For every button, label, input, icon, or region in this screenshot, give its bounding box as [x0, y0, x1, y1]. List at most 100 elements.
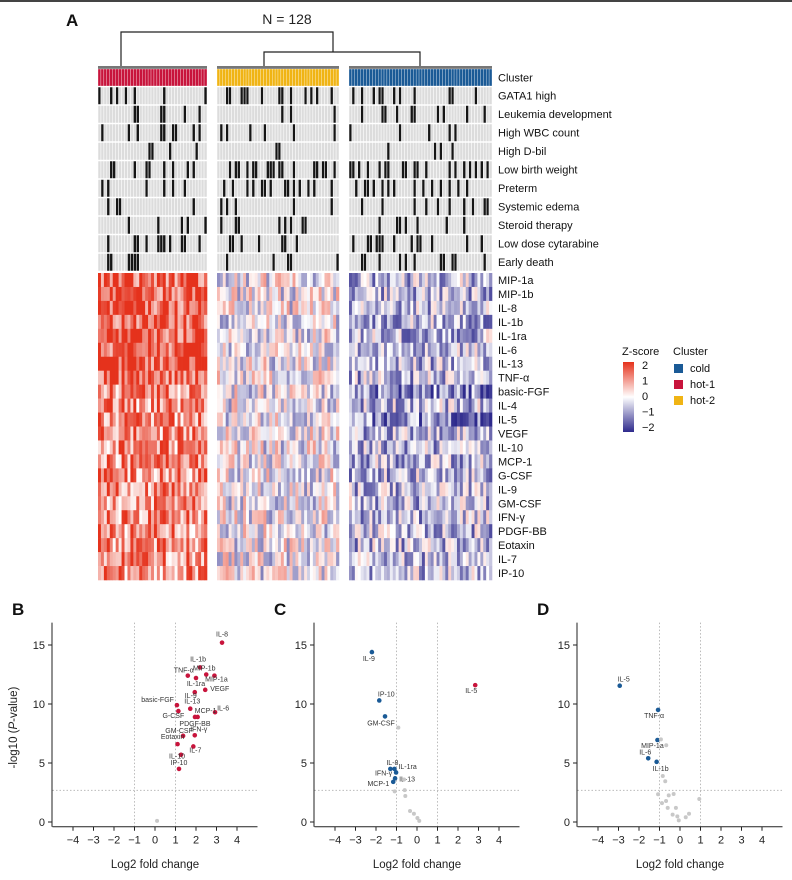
cytokine-cell	[201, 566, 205, 581]
annotation-cell	[298, 234, 302, 253]
cytokine-cell	[309, 552, 314, 567]
annotation-cell	[136, 179, 140, 198]
annotation-cell	[100, 253, 105, 272]
annotation-cell	[450, 253, 455, 272]
annotation-cell	[465, 142, 469, 161]
annotation-cell	[165, 216, 169, 235]
annotation-cell	[231, 105, 235, 124]
cluster-cell	[398, 68, 402, 87]
cluster-cell	[283, 68, 287, 87]
cytokine-cell	[145, 454, 149, 469]
cytokine-cell	[445, 454, 449, 469]
cytokine-cell	[162, 510, 167, 525]
annotation-cell	[156, 216, 161, 235]
cytokine-cell	[336, 356, 340, 371]
cytokine-cell	[474, 440, 478, 455]
cytokine-cell	[321, 566, 325, 581]
cytokine-cell	[398, 566, 402, 581]
annotation-cell	[430, 197, 434, 216]
annotation-cell	[442, 105, 446, 124]
cytokine-cell	[189, 300, 193, 316]
cytokine-cell	[445, 412, 449, 427]
cytokine-cell	[159, 496, 164, 511]
annotation-cell	[289, 123, 293, 142]
cytokine-cell	[462, 384, 467, 399]
point-IP-10	[376, 698, 382, 703]
cytokine-cell	[106, 314, 111, 330]
cytokine-cell	[237, 566, 241, 581]
cytokine-cell	[445, 552, 449, 567]
annotation-cell	[327, 123, 331, 142]
annotation-cell	[369, 253, 373, 272]
annotation-cell	[360, 234, 364, 253]
annotation-cell	[315, 123, 319, 142]
cytokine-cell	[283, 468, 288, 483]
y-tick-label: 15	[558, 640, 570, 652]
annotation-cell	[445, 123, 449, 142]
cytokine-cell	[401, 468, 405, 483]
cluster-cell	[418, 68, 423, 87]
annotation-cell	[430, 86, 434, 105]
cytokine-cell	[459, 538, 464, 553]
annotation-cell	[412, 179, 417, 198]
cytokine-cell	[375, 342, 379, 358]
cytokine-cell	[275, 482, 279, 497]
cytokine-cell	[257, 566, 261, 581]
cytokine-cell	[307, 314, 311, 330]
cytokine-cell	[459, 524, 464, 539]
cytokine-cell	[395, 454, 399, 469]
annotation-cell	[216, 160, 221, 179]
cytokine-cell	[106, 440, 111, 455]
cytokine-cell	[483, 426, 487, 441]
cytokine-cell	[459, 496, 464, 511]
cytokine-cell	[189, 356, 193, 371]
cytokine-cell	[410, 566, 414, 581]
cytokine-cell	[360, 300, 364, 316]
cytokine-cell	[118, 398, 122, 413]
cytokine-cell	[378, 454, 382, 469]
cytokine-cell	[98, 273, 102, 288]
annotation-cell	[327, 234, 331, 253]
cytokine-cell	[121, 440, 125, 455]
annotation-cell	[474, 123, 478, 142]
annotation-cell	[153, 105, 158, 124]
cytokine-cell	[307, 440, 311, 455]
cluster-cell	[240, 68, 244, 87]
cytokine-cell	[351, 552, 356, 567]
annotation-cell	[418, 142, 423, 161]
cytokine-cell	[336, 286, 340, 302]
cluster-cell	[295, 68, 299, 87]
cluster-cell	[228, 68, 232, 87]
cytokine-cell	[195, 273, 199, 288]
cytokine-cell	[419, 552, 423, 567]
annotation-cell	[303, 142, 308, 161]
annotation-cell	[410, 234, 414, 253]
cytokine-cell	[454, 384, 458, 399]
cytokine-cell	[354, 496, 359, 511]
cytokine-cell	[219, 566, 224, 581]
annotation-cell	[450, 123, 455, 142]
cytokine-cell	[439, 496, 443, 511]
cytokine-cell	[260, 552, 264, 567]
annotation-cell	[121, 197, 125, 216]
cluster-cell	[280, 68, 284, 87]
cytokine-cell	[384, 384, 388, 399]
cytokine-cell	[366, 510, 370, 525]
cytokine-cell	[231, 524, 235, 539]
cytokine-cell	[307, 524, 311, 539]
cytokine-cell	[474, 370, 478, 385]
cytokine-cell	[386, 566, 391, 581]
cytokine-cell	[363, 440, 367, 455]
cytokine-cell	[454, 370, 458, 385]
annotation-cell	[162, 142, 167, 161]
annotation-cell	[286, 142, 290, 161]
annotation-cell	[109, 142, 113, 161]
cytokine-cell	[153, 510, 158, 525]
cytokine-cell	[480, 273, 484, 288]
cytokine-cell	[407, 524, 411, 539]
cytokine-cell	[486, 468, 490, 483]
annotation-cell	[156, 123, 161, 142]
annotation-cell	[383, 197, 388, 216]
cytokine-cell	[369, 356, 373, 371]
